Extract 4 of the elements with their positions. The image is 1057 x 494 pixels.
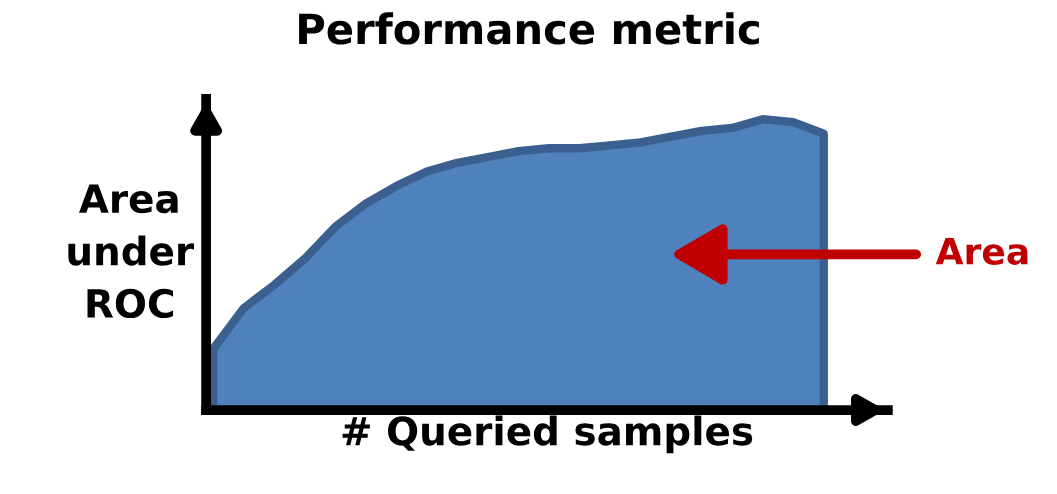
y-axis-title: Area under ROC [68, 184, 194, 319]
chart-title: Performance metric [299, 12, 759, 45]
x-axis-title: # Queried samples [342, 415, 753, 454]
text: Area [935, 238, 1028, 265]
